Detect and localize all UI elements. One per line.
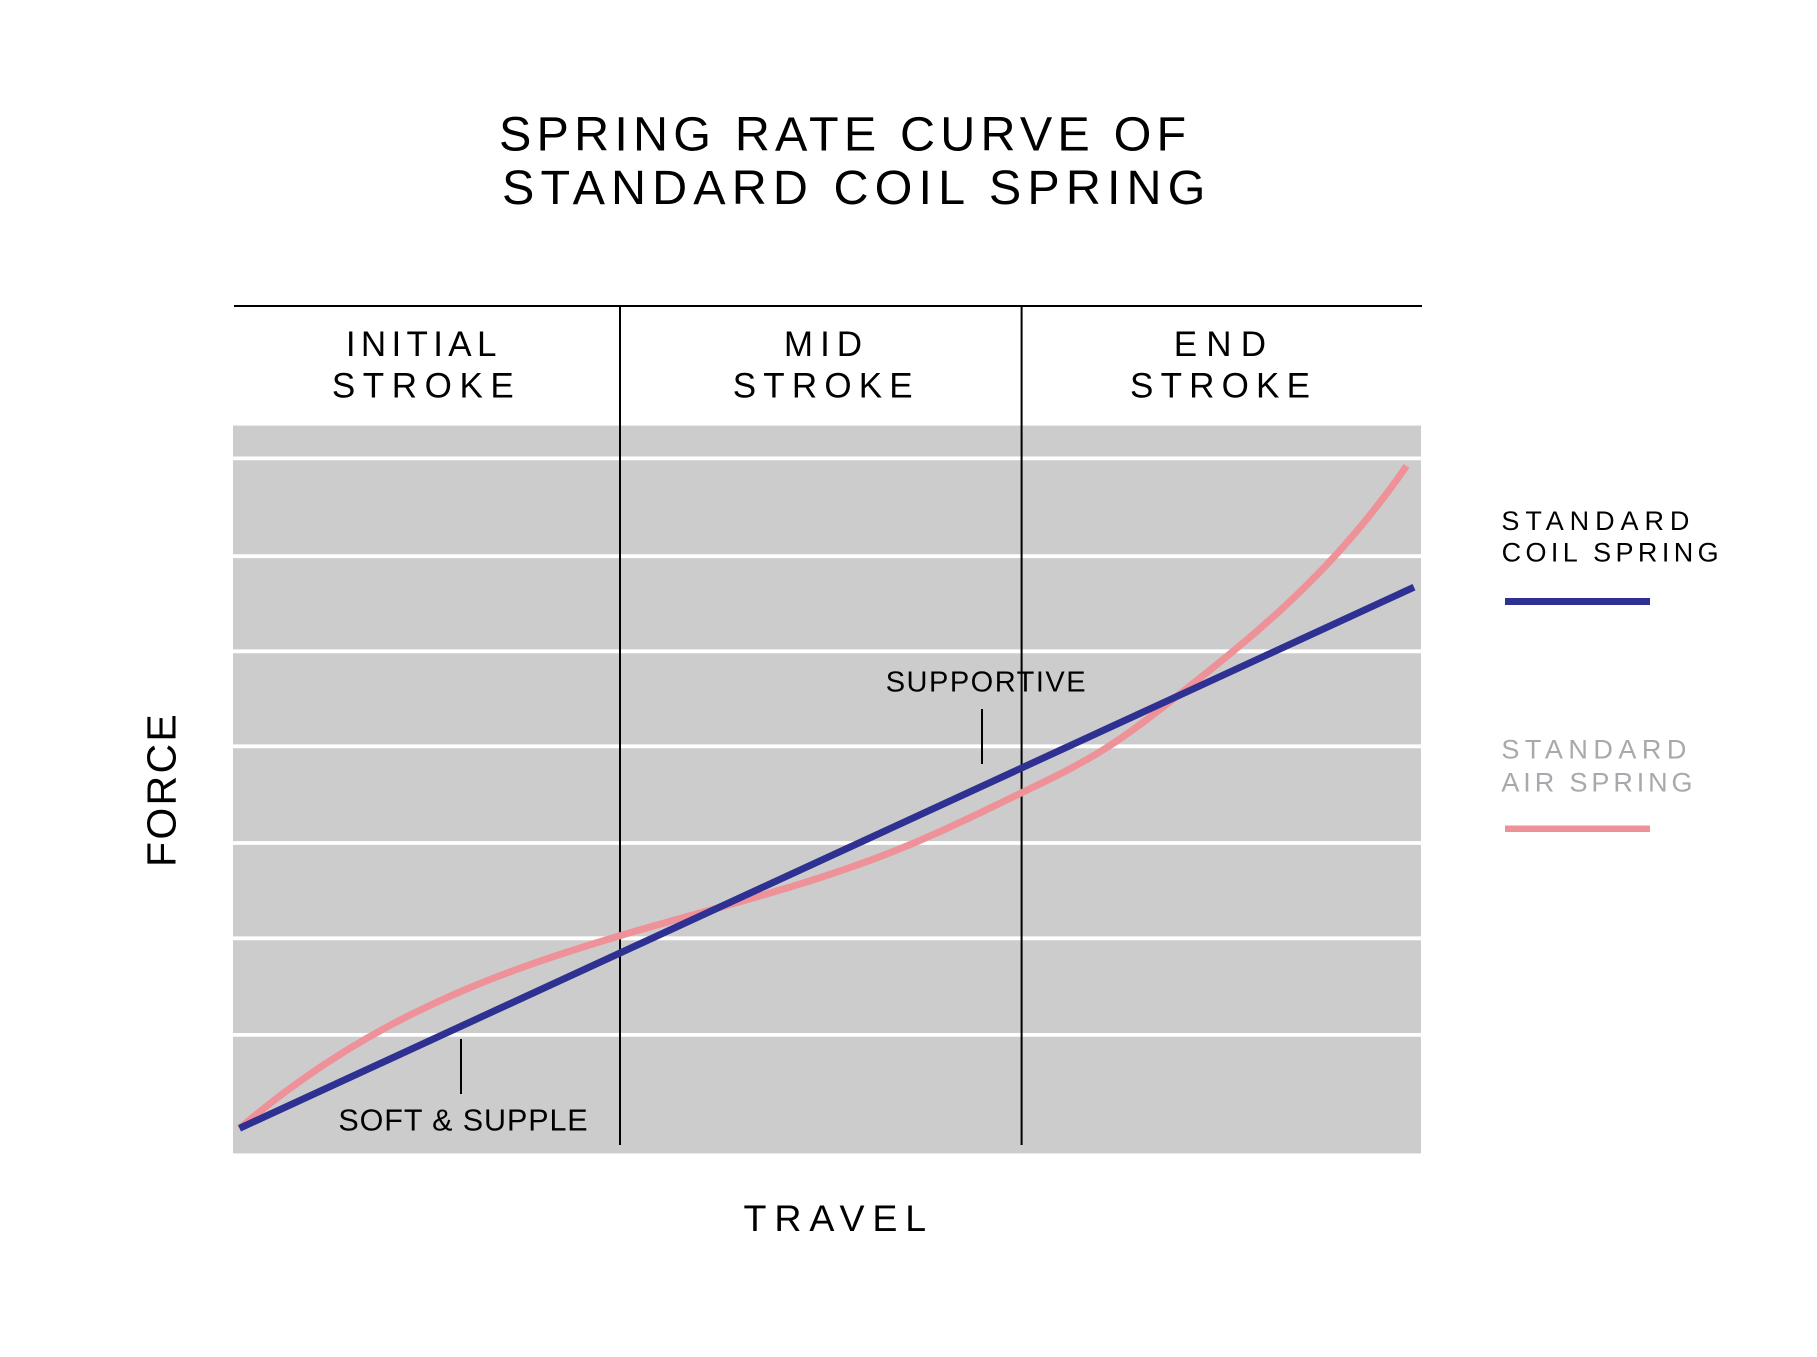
svg-text:AIR SPRING: AIR SPRING [1501, 767, 1696, 797]
svg-text:SPRING RATE CURVE OF: SPRING RATE CURVE OF [499, 108, 1191, 162]
svg-text:TRAVEL: TRAVEL [744, 1197, 935, 1239]
svg-text:INITIAL: INITIAL [346, 325, 502, 364]
svg-text:SUPPORTIVE: SUPPORTIVE [886, 667, 1087, 699]
svg-text:COIL SPRING: COIL SPRING [1502, 537, 1723, 567]
svg-text:SOFT & SUPPLE: SOFT & SUPPLE [338, 1104, 588, 1138]
svg-text:MID: MID [784, 325, 869, 364]
svg-text:STANDARD COIL SPRING: STANDARD COIL SPRING [502, 161, 1211, 215]
svg-text:STANDARD: STANDARD [1501, 506, 1695, 536]
svg-text:STROKE: STROKE [332, 366, 522, 405]
svg-text:STROKE: STROKE [1130, 366, 1317, 405]
svg-text:FORCE: FORCE [139, 712, 185, 867]
svg-text:STANDARD: STANDARD [1501, 735, 1692, 765]
svg-text:STROKE: STROKE [733, 366, 920, 405]
svg-text:END: END [1174, 325, 1276, 364]
